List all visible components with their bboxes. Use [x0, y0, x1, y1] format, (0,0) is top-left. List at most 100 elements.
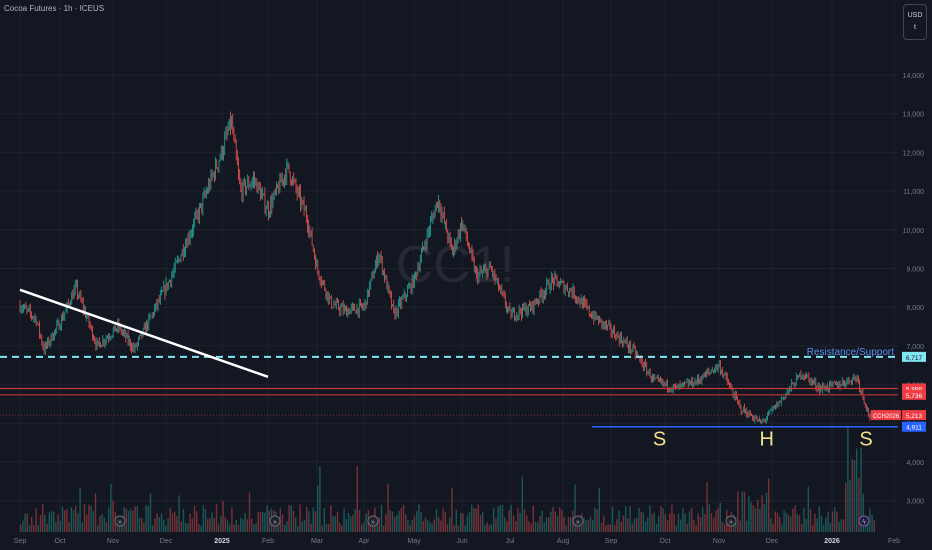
event-marker-icon[interactable] — [114, 515, 126, 527]
volume-bar — [614, 525, 616, 532]
volume-bar — [110, 483, 112, 532]
volume-bar — [563, 517, 565, 532]
volume-bar — [138, 517, 141, 532]
volume-bar — [314, 511, 317, 532]
x-tick-label: Jun — [456, 538, 467, 545]
volume-bar — [332, 515, 334, 532]
volume-bar — [761, 494, 763, 532]
volume-bar — [515, 521, 517, 532]
price-label: 6,717 — [906, 355, 923, 362]
volume-bar — [160, 513, 163, 532]
currency-selector[interactable]: USD t — [903, 4, 927, 40]
volume-bar — [796, 513, 798, 532]
volume-bar — [708, 504, 710, 532]
volume-bar — [768, 478, 770, 532]
volume-bar — [519, 512, 521, 532]
volume-bar — [105, 521, 108, 532]
volume-bar — [721, 521, 724, 532]
x-tick-label: Sep — [14, 538, 27, 545]
volume-bar — [233, 524, 235, 532]
event-marker-icon[interactable] — [725, 515, 737, 527]
volume-bar — [666, 520, 669, 532]
volume-bar — [295, 517, 297, 532]
pattern-letter-h: H — [759, 429, 773, 451]
event-marker-icon[interactable] — [269, 515, 281, 527]
volume-bar — [660, 506, 662, 532]
volume-bar — [88, 504, 90, 532]
volume-bar — [442, 508, 444, 532]
volume-bar — [68, 522, 70, 532]
volume-bar — [174, 511, 176, 532]
volume-bar — [334, 516, 336, 532]
volume-bar — [383, 525, 385, 532]
time-axis: Sep Oct Nov Dec 2025 Feb Mar Apr May Jun Jul Aug Sep… — [14, 538, 900, 545]
volume-bar — [116, 521, 119, 532]
volume-bar — [198, 524, 200, 532]
volume-bar — [152, 525, 154, 532]
volume-bar — [603, 515, 605, 532]
volume-bar — [823, 524, 825, 532]
volume-bar — [211, 512, 213, 532]
volume-bar — [550, 511, 552, 532]
event-marker-icon[interactable] — [572, 515, 584, 527]
volume-bar — [638, 507, 640, 532]
volume-bar — [26, 513, 28, 532]
volume-bar — [497, 506, 499, 532]
volume-bar — [739, 520, 741, 532]
volume-bar — [655, 523, 658, 532]
volume-bar — [323, 508, 325, 532]
volume-bar — [616, 519, 618, 532]
volume-bar — [682, 508, 684, 532]
volume-bar — [653, 512, 655, 532]
volume-bar — [594, 507, 596, 532]
currency-sub-label: t — [914, 24, 916, 31]
volume-bar — [178, 495, 180, 532]
volume-bar — [303, 519, 306, 532]
volume-bar — [202, 505, 204, 532]
volume-bar — [814, 513, 816, 532]
volume-bar — [475, 508, 477, 532]
volume-bar — [259, 512, 262, 532]
volume-bar — [567, 516, 570, 532]
volume-bar — [706, 482, 708, 532]
event-glyph: » — [729, 519, 733, 526]
volume-bar — [354, 509, 356, 532]
volume-bar — [143, 522, 145, 532]
volume-bar — [818, 506, 820, 532]
lightning-icon[interactable] — [858, 515, 870, 527]
volume-bar — [213, 518, 215, 532]
volume-bar — [504, 517, 506, 532]
candles — [19, 111, 875, 425]
volume-bar — [554, 511, 556, 532]
volume-bar — [484, 525, 486, 532]
volume-bar — [545, 517, 548, 532]
volume-bar — [508, 509, 510, 532]
volume-bar — [171, 512, 174, 532]
volume-bar — [163, 519, 165, 532]
price-axis-panel[interactable] — [898, 0, 932, 532]
volume-bar — [552, 507, 554, 532]
price-label-box — [902, 383, 926, 394]
volume-bar — [53, 511, 55, 532]
volume-bar — [101, 514, 103, 532]
volume-bar — [675, 525, 677, 532]
volume-bar — [651, 514, 653, 532]
volume-bar — [127, 510, 130, 532]
y-tick-label: 4,000 — [906, 460, 924, 467]
volume-bar — [321, 525, 323, 532]
pattern-letter-s: S — [859, 429, 872, 451]
volume-bar — [664, 514, 666, 532]
descending-trendline[interactable] — [19, 288, 269, 379]
volume-bar — [710, 513, 713, 532]
volume-bar — [191, 518, 193, 532]
volume-bar — [840, 519, 842, 532]
volume-bar — [112, 500, 114, 532]
volume-bar — [281, 514, 284, 532]
volume-bar — [539, 516, 541, 532]
event-marker-icon[interactable] — [367, 515, 379, 527]
volume-bar — [193, 505, 196, 532]
volume-bar — [851, 459, 853, 532]
volume-bar — [229, 524, 231, 532]
volume-bar — [204, 509, 207, 532]
